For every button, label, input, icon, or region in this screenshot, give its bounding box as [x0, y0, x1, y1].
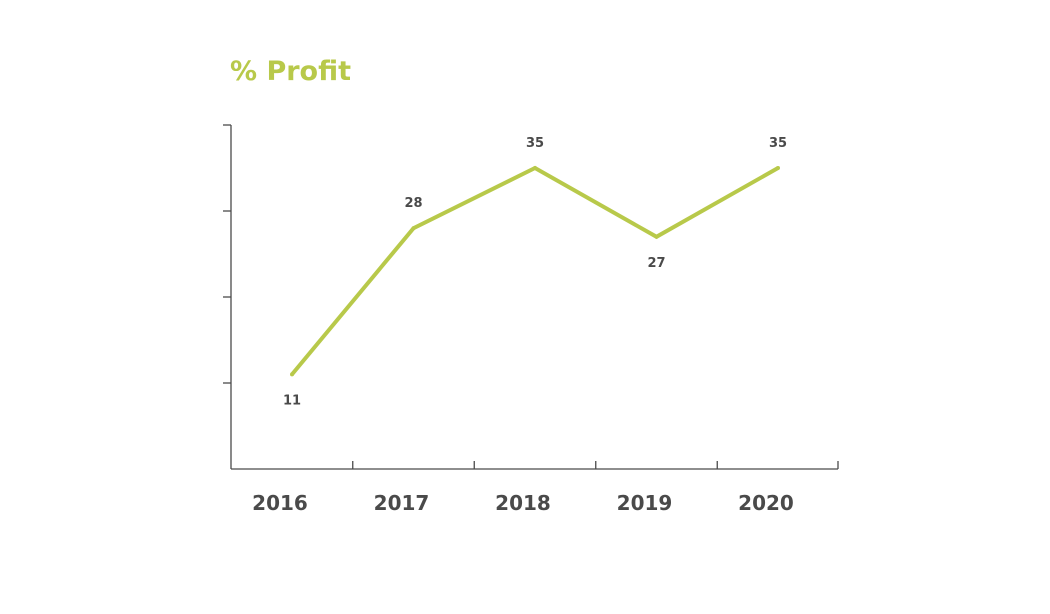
series [290, 165, 780, 377]
x-tick-label-2018: 2018 [495, 491, 551, 515]
x-tick-label-2019: 2019 [617, 491, 673, 515]
chart-title: % Profit [230, 56, 352, 87]
axes [230, 125, 838, 470]
data-point-2017 [411, 226, 416, 231]
x-tick-label-2017: 2017 [374, 491, 430, 515]
profit-series-line [290, 165, 779, 376]
data-point-2020 [776, 166, 780, 170]
x-tick-label-2020: 2020 [738, 491, 794, 515]
data-labels: 11 28 35 27 35 [283, 136, 787, 408]
data-label-2020: 35 [769, 136, 787, 151]
x-tick-labels: 2016 2017 2018 2019 2020 [252, 491, 794, 515]
data-label-2019: 27 [647, 256, 665, 271]
data-point-2016 [290, 372, 294, 377]
data-label-2018: 35 [526, 136, 544, 151]
data-label-2017: 28 [404, 196, 422, 211]
data-label-2016: 11 [283, 393, 301, 408]
data-point-2018 [533, 166, 537, 170]
x-tick-label-2016: 2016 [252, 491, 308, 515]
ticks [223, 124, 839, 469]
data-point-2019 [654, 234, 659, 239]
